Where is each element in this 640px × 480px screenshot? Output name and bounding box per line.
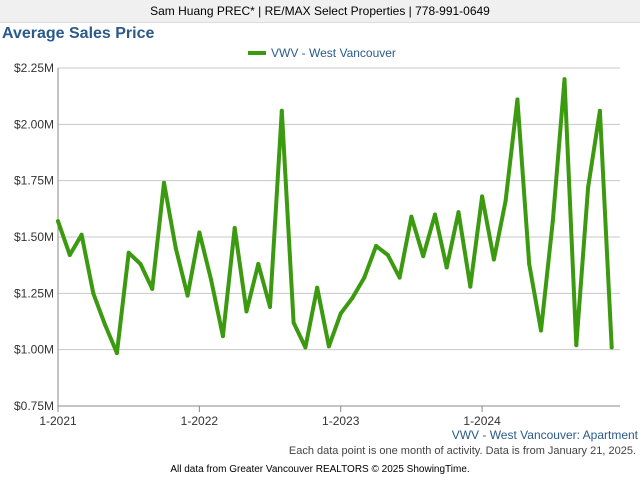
data-point <box>338 311 343 316</box>
data-point <box>114 351 119 356</box>
data-point <box>291 320 296 325</box>
x-tick-label: 1-2022 <box>181 414 219 428</box>
data-point <box>597 108 602 113</box>
data-point <box>350 295 355 300</box>
data-point <box>197 230 202 235</box>
y-tick-label: $1.50M <box>14 230 54 244</box>
data-point <box>550 219 555 224</box>
data-point <box>67 253 72 258</box>
data-point <box>385 253 390 258</box>
grid-lines <box>58 67 620 407</box>
y-tick-label: $1.25M <box>14 286 54 300</box>
data-point <box>138 262 143 267</box>
data-point <box>503 198 508 203</box>
data-point <box>409 214 414 219</box>
data-point <box>232 225 237 230</box>
y-tick-label: $2.25M <box>14 61 54 75</box>
chart-subtitle: VWV - West Vancouver: Apartment <box>452 428 639 442</box>
data-source: All data from Greater Vancouver REALTORS… <box>170 464 470 475</box>
x-tick-label: 1-2021 <box>39 414 77 428</box>
data-point <box>303 345 308 350</box>
data-point <box>574 343 579 348</box>
data-point <box>480 194 485 199</box>
data-point <box>91 291 96 296</box>
data-point <box>362 275 367 280</box>
y-tick-label: $1.00M <box>14 343 54 357</box>
series-layer <box>56 77 614 356</box>
data-point <box>374 244 379 249</box>
data-point <box>315 285 320 290</box>
data-point <box>397 275 402 280</box>
data-point <box>538 328 543 333</box>
y-tick-label: $1.75M <box>14 174 54 188</box>
data-point <box>268 304 273 309</box>
data-point <box>586 185 591 190</box>
data-point <box>326 344 331 349</box>
data-point <box>527 262 532 267</box>
data-point <box>103 322 108 327</box>
data-point <box>515 97 520 102</box>
agent-contact-line: Sam Huang PREC* | RE/MAX Select Properti… <box>150 4 490 18</box>
data-point <box>279 108 284 113</box>
data-point <box>220 334 225 339</box>
data-note: Each data point is one month of activity… <box>288 445 636 457</box>
y-tick-label: $2.00M <box>14 117 54 131</box>
data-point <box>456 210 461 215</box>
x-tick-label: 1-2024 <box>463 414 501 428</box>
data-point <box>468 284 473 289</box>
series-line <box>56 77 614 355</box>
data-point <box>609 345 614 350</box>
data-point <box>244 309 249 314</box>
data-point <box>256 262 261 267</box>
legend-label: VWV - West Vancouver <box>271 46 396 60</box>
data-point <box>162 180 167 185</box>
x-tick-label: 1-2023 <box>322 414 360 428</box>
agent-header-bar: Sam Huang PREC* | RE/MAX Select Properti… <box>0 0 640 23</box>
data-point <box>173 246 178 251</box>
data-point <box>491 257 496 262</box>
axes: $0.75M $1.00M $1.25M $1.50M $1.75M $2.00M $2.2… <box>14 61 620 428</box>
data-point <box>126 250 131 255</box>
y-tick-label: $0.75M <box>14 399 54 413</box>
data-point <box>421 254 426 259</box>
data-point <box>209 277 214 282</box>
data-point <box>79 232 84 237</box>
data-point <box>185 293 190 298</box>
data-point <box>150 286 155 291</box>
data-point <box>56 219 60 224</box>
data-point <box>432 212 437 217</box>
legend: VWV - West Vancouver <box>248 46 396 60</box>
data-point <box>562 77 567 82</box>
chart-title: Average Sales Price <box>2 25 155 42</box>
data-point <box>444 265 449 270</box>
